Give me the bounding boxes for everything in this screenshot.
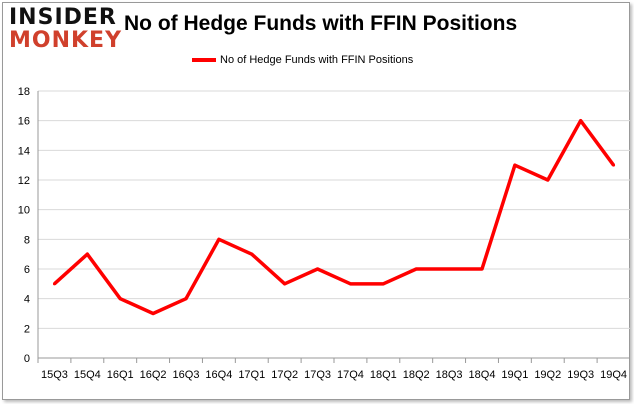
x-tick-label: 16Q2 <box>140 369 167 381</box>
data-point <box>85 252 89 256</box>
data-point <box>316 267 320 271</box>
chart-frame <box>2 2 630 400</box>
logo-insider: INSIDER <box>9 5 117 30</box>
data-point <box>118 297 122 301</box>
data-point <box>546 178 550 182</box>
x-tick-label: 19Q3 <box>567 369 594 381</box>
y-tick-label: 10 <box>18 205 30 217</box>
data-point <box>151 312 155 315</box>
data-point <box>480 267 484 271</box>
legend: No of Hedge Funds with FFIN Positions <box>192 54 413 66</box>
y-tick-label: 16 <box>18 116 30 128</box>
x-tick-label: 18Q3 <box>436 369 463 381</box>
x-tick-label: 17Q1 <box>238 369 265 381</box>
x-tick-label: 17Q3 <box>304 369 331 381</box>
x-tick-label: 19Q1 <box>501 369 528 381</box>
x-tick-label: 19Q2 <box>534 369 561 381</box>
legend-swatch <box>192 58 216 62</box>
x-tick-label: 17Q4 <box>337 369 364 381</box>
data-point <box>381 282 385 286</box>
y-tick-label: 0 <box>24 353 30 365</box>
y-tick-label: 2 <box>24 323 30 335</box>
legend-label: No of Hedge Funds with FFIN Positions <box>220 54 414 66</box>
data-point <box>513 163 517 167</box>
data-point <box>217 237 221 241</box>
data-point <box>283 282 287 286</box>
data-point <box>579 119 583 123</box>
x-tick-label: 16Q3 <box>173 369 200 381</box>
data-point <box>250 252 254 256</box>
x-tick-label: 16Q4 <box>205 369 232 381</box>
y-tick-label: 18 <box>18 86 30 98</box>
x-tick-label: 18Q2 <box>403 369 430 381</box>
x-tick-label: 18Q4 <box>469 369 496 381</box>
x-tick-label: 18Q1 <box>370 369 397 381</box>
x-tick-label: 16Q1 <box>107 369 134 381</box>
y-tick-label: 6 <box>24 264 30 276</box>
data-point <box>612 163 616 167</box>
x-tick-label: 17Q2 <box>271 369 298 381</box>
x-tick-label: 15Q4 <box>74 369 101 381</box>
data-point <box>447 267 451 271</box>
x-tick-label: 15Q3 <box>41 369 68 381</box>
data-point <box>52 282 56 286</box>
data-point <box>414 267 418 271</box>
y-tick-label: 12 <box>18 175 30 187</box>
data-point <box>184 297 188 301</box>
y-tick-label: 8 <box>24 234 30 246</box>
x-tick-label: 19Q4 <box>600 369 627 381</box>
chart-title: No of Hedge Funds with FFIN Positions <box>124 12 518 35</box>
logo-monkey: MONKEY <box>9 28 123 53</box>
y-tick-label: 4 <box>24 294 30 306</box>
series-line <box>53 118 615 316</box>
y-tick-label: 14 <box>18 145 30 157</box>
data-point <box>348 282 352 286</box>
